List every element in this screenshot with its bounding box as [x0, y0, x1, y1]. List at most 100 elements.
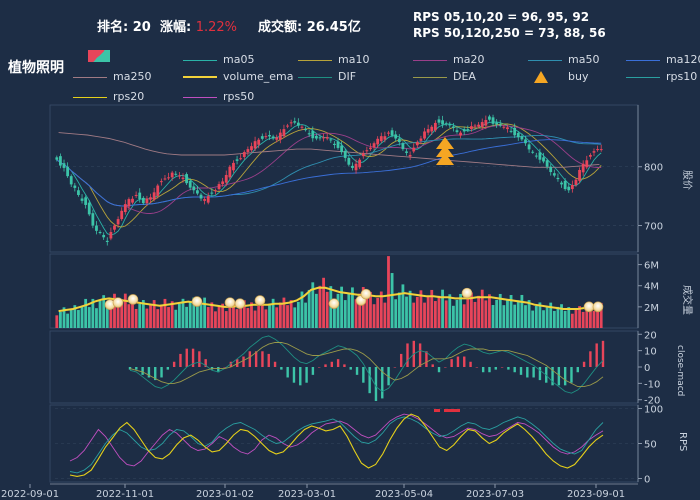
volume-axis-label: 成交量	[681, 285, 694, 315]
candle-body	[470, 126, 473, 130]
volume-ema-line	[58, 286, 600, 313]
candle-body	[444, 123, 448, 125]
candle-body	[549, 166, 553, 173]
candle-body	[123, 204, 127, 213]
candle-body	[304, 129, 307, 131]
candle	[502, 124, 506, 130]
macd-histogram-bar	[318, 367, 321, 368]
candle-body	[257, 139, 261, 145]
candle-body	[477, 124, 481, 127]
volume-bar	[296, 301, 300, 328]
candle	[55, 155, 59, 162]
candle	[84, 195, 88, 209]
candle	[527, 139, 531, 153]
change-label: 涨幅:	[160, 20, 192, 35]
candle	[592, 148, 596, 157]
candle-body	[372, 143, 376, 148]
candle	[131, 196, 134, 205]
volume-highlight-dot	[224, 297, 236, 308]
volume-highlight-dot	[234, 298, 246, 309]
volume-highlight-dot	[592, 301, 604, 313]
volume-bar	[268, 304, 271, 328]
candle	[408, 151, 412, 160]
macd-histogram-bar	[576, 367, 579, 373]
candle	[333, 141, 336, 149]
volume-bar	[228, 306, 232, 328]
macd-histogram-bar	[299, 367, 302, 386]
macd-histogram-bar	[601, 340, 605, 367]
candle-body	[264, 136, 268, 138]
candle-body	[141, 197, 145, 204]
candle	[185, 172, 188, 185]
volume-bar	[574, 309, 578, 328]
candle-body	[451, 126, 455, 128]
volume-bar	[401, 284, 405, 328]
legend-item-rps20: rps20	[73, 90, 144, 103]
candle-body	[314, 135, 318, 139]
volume-bar	[192, 297, 196, 328]
candle	[484, 115, 488, 130]
candle-body	[415, 142, 419, 146]
volume-bar	[196, 306, 199, 328]
candle-body	[376, 138, 380, 145]
volume-bar	[152, 300, 156, 328]
volume-bar	[116, 303, 120, 328]
volume-bar	[286, 305, 289, 328]
candle-body	[534, 155, 538, 157]
candle-body	[116, 219, 120, 225]
volume-highlight-dot	[583, 301, 595, 313]
candle	[325, 132, 329, 141]
candle-body	[149, 197, 152, 200]
candle-body	[62, 163, 66, 168]
candle	[556, 173, 560, 182]
candle-body	[419, 138, 423, 141]
macd-histogram-bar	[179, 353, 182, 367]
macd-histogram-bar	[242, 356, 245, 367]
macd-histogram-bar	[425, 351, 428, 367]
legend-item-ma120: ma120	[626, 53, 700, 66]
volume-bar	[138, 303, 142, 328]
rps-alert-marker	[449, 409, 455, 412]
candle	[149, 193, 152, 204]
legend-item-volume_ema: volume_ema	[183, 70, 293, 83]
candle	[448, 121, 452, 128]
volume-bar	[426, 296, 430, 328]
macd-histogram-bar	[526, 367, 529, 378]
volume-bar	[210, 302, 214, 328]
macd-histogram-bar	[254, 351, 258, 367]
legend-item-ma05: ma05	[183, 53, 254, 66]
legend-item-ma20: ma20	[413, 53, 484, 66]
volume-bar	[592, 310, 596, 328]
ma120-line	[56, 139, 602, 207]
macd-histogram-bar	[324, 364, 327, 367]
volume-bar	[531, 310, 535, 328]
rps10-line	[69, 416, 604, 474]
candle-body	[95, 225, 98, 231]
candle-body	[260, 136, 264, 139]
candle-body	[361, 153, 365, 157]
candle-body	[307, 133, 311, 135]
candle	[451, 122, 455, 132]
candle	[210, 188, 214, 196]
volume-bar	[513, 304, 517, 328]
legend-label: ma20	[453, 53, 485, 66]
candle-body	[289, 122, 293, 124]
macd-histogram-bar	[469, 361, 472, 367]
candle	[405, 148, 408, 156]
candle-body	[340, 145, 344, 153]
legend-label: rps10	[666, 70, 698, 83]
macd-histogram-bar	[463, 356, 466, 367]
candle	[336, 137, 340, 150]
candle-body	[570, 184, 574, 190]
macd-histogram-bar	[387, 367, 390, 386]
candle	[282, 124, 286, 138]
candle-body	[181, 177, 185, 180]
candle	[415, 140, 419, 148]
macd-histogram-bar	[431, 364, 434, 367]
candle-body	[520, 136, 524, 140]
candle	[585, 155, 589, 170]
macd-histogram-bar	[336, 359, 340, 367]
volume-bar	[214, 311, 217, 328]
change-info: 涨幅: 1.22%	[160, 16, 237, 35]
